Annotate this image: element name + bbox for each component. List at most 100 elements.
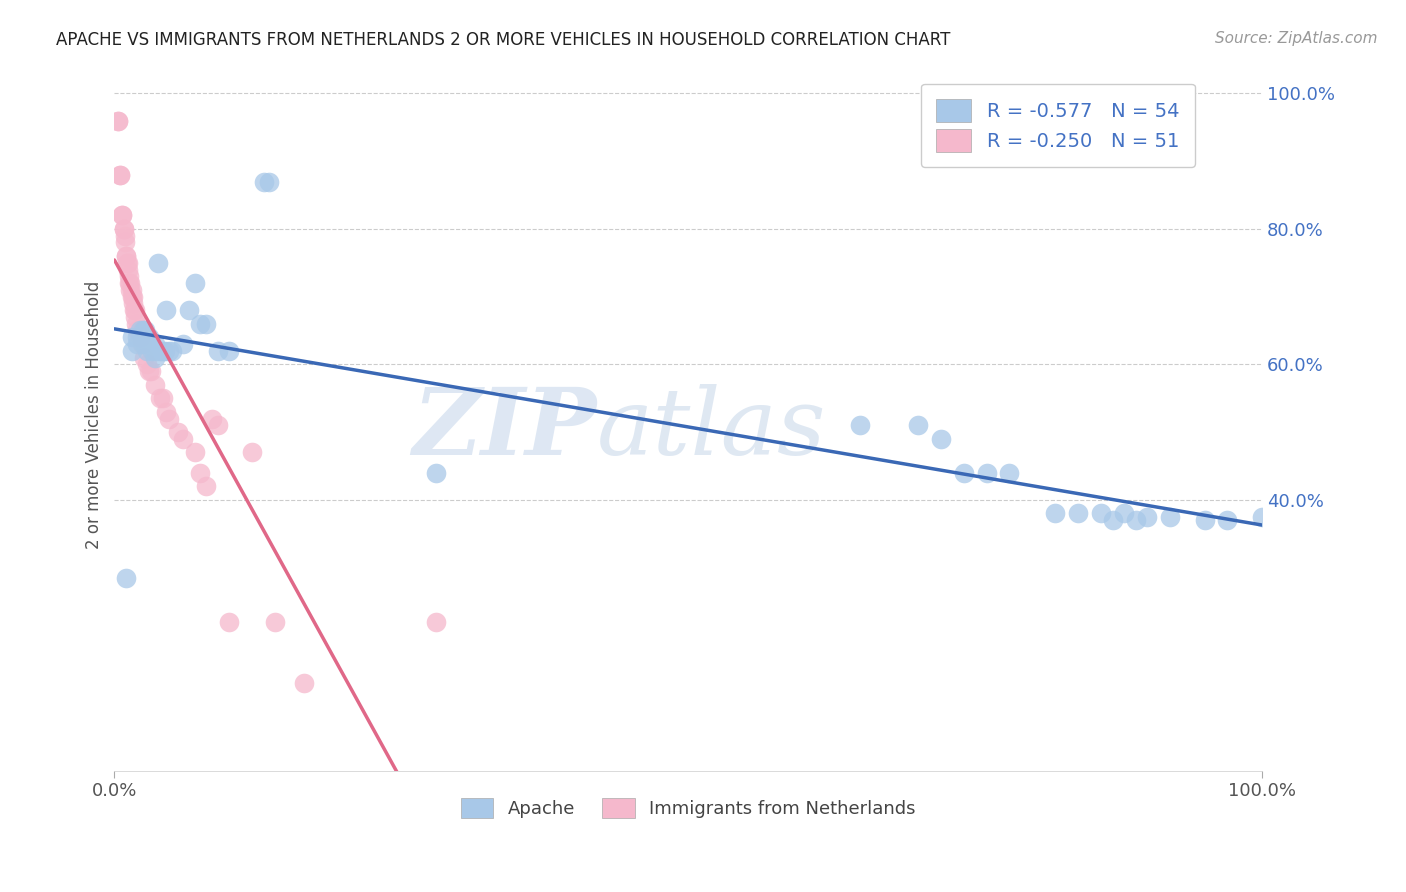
Point <box>134 351 156 365</box>
Point <box>218 615 240 629</box>
Text: Source: ZipAtlas.com: Source: ZipAtlas.com <box>1215 31 1378 46</box>
Point <box>107 113 129 128</box>
Point <box>146 256 169 270</box>
Point <box>159 411 181 425</box>
Point <box>118 269 141 284</box>
Point <box>207 418 229 433</box>
Point <box>1251 509 1274 524</box>
Point <box>141 343 163 358</box>
Point <box>1136 509 1159 524</box>
Point <box>195 479 218 493</box>
Point <box>952 466 974 480</box>
Point <box>118 276 141 290</box>
Point <box>1067 506 1090 520</box>
Point <box>138 364 160 378</box>
Point <box>929 432 952 446</box>
Point <box>111 208 134 222</box>
Point <box>259 174 281 188</box>
Point <box>190 317 212 331</box>
Point <box>128 330 150 344</box>
Point <box>166 425 188 439</box>
Point <box>240 445 263 459</box>
Point <box>155 405 177 419</box>
Point <box>121 290 143 304</box>
Point <box>138 337 160 351</box>
Point <box>152 343 174 358</box>
Point <box>998 466 1021 480</box>
Point <box>190 466 212 480</box>
Point <box>1101 513 1123 527</box>
Point <box>131 337 153 351</box>
Point <box>107 113 129 128</box>
Point <box>114 235 136 250</box>
Point <box>121 343 143 358</box>
Point <box>143 351 166 365</box>
Point <box>124 310 146 324</box>
Point <box>207 343 229 358</box>
Point <box>115 571 138 585</box>
Point <box>1114 506 1136 520</box>
Point <box>115 256 138 270</box>
Point <box>195 317 218 331</box>
Point <box>127 324 149 338</box>
Point <box>122 303 145 318</box>
Point <box>218 343 240 358</box>
Point <box>108 168 131 182</box>
Point <box>264 615 287 629</box>
Point <box>172 337 194 351</box>
Text: atlas: atlas <box>596 384 825 475</box>
Point <box>172 432 194 446</box>
Point <box>201 411 224 425</box>
Point <box>149 391 172 405</box>
Point <box>139 337 162 351</box>
Point <box>184 445 207 459</box>
Point <box>112 222 135 236</box>
Point <box>115 249 138 263</box>
Point <box>149 343 172 358</box>
Point <box>1045 506 1067 520</box>
Point <box>134 337 156 351</box>
Point <box>143 377 166 392</box>
Point <box>115 249 138 263</box>
Point <box>135 357 157 371</box>
Point <box>1090 506 1112 520</box>
Point <box>117 262 139 277</box>
Point <box>127 330 149 344</box>
Point <box>976 466 998 480</box>
Y-axis label: 2 or more Vehicles in Household: 2 or more Vehicles in Household <box>86 281 103 549</box>
Text: ZIP: ZIP <box>412 384 596 475</box>
Point <box>1216 513 1239 527</box>
Point <box>849 418 872 433</box>
Point <box>112 222 135 236</box>
Point <box>160 343 183 358</box>
Point <box>907 418 929 433</box>
Point <box>153 343 176 358</box>
Point <box>120 283 142 297</box>
Point <box>132 324 155 338</box>
Point <box>135 337 157 351</box>
Text: APACHE VS IMMIGRANTS FROM NETHERLANDS 2 OR MORE VEHICLES IN HOUSEHOLD CORRELATIO: APACHE VS IMMIGRANTS FROM NETHERLANDS 2 … <box>56 31 950 49</box>
Point <box>425 615 447 629</box>
Point <box>143 337 166 351</box>
Legend: Apache, Immigrants from Netherlands: Apache, Immigrants from Netherlands <box>454 790 922 826</box>
Point <box>121 296 143 310</box>
Point <box>292 675 315 690</box>
Point <box>1125 513 1147 527</box>
Point <box>155 303 177 318</box>
Point <box>117 256 139 270</box>
Point <box>121 290 143 304</box>
Point <box>108 168 131 182</box>
Point <box>184 276 207 290</box>
Point <box>121 330 143 344</box>
Point <box>111 208 134 222</box>
Point <box>425 466 447 480</box>
Point <box>125 317 148 331</box>
Point <box>1159 509 1181 524</box>
Point <box>177 303 200 318</box>
Point <box>252 174 274 188</box>
Point <box>114 228 136 243</box>
Point <box>135 343 157 358</box>
Point <box>1194 513 1216 527</box>
Point <box>121 283 143 297</box>
Point <box>124 303 146 318</box>
